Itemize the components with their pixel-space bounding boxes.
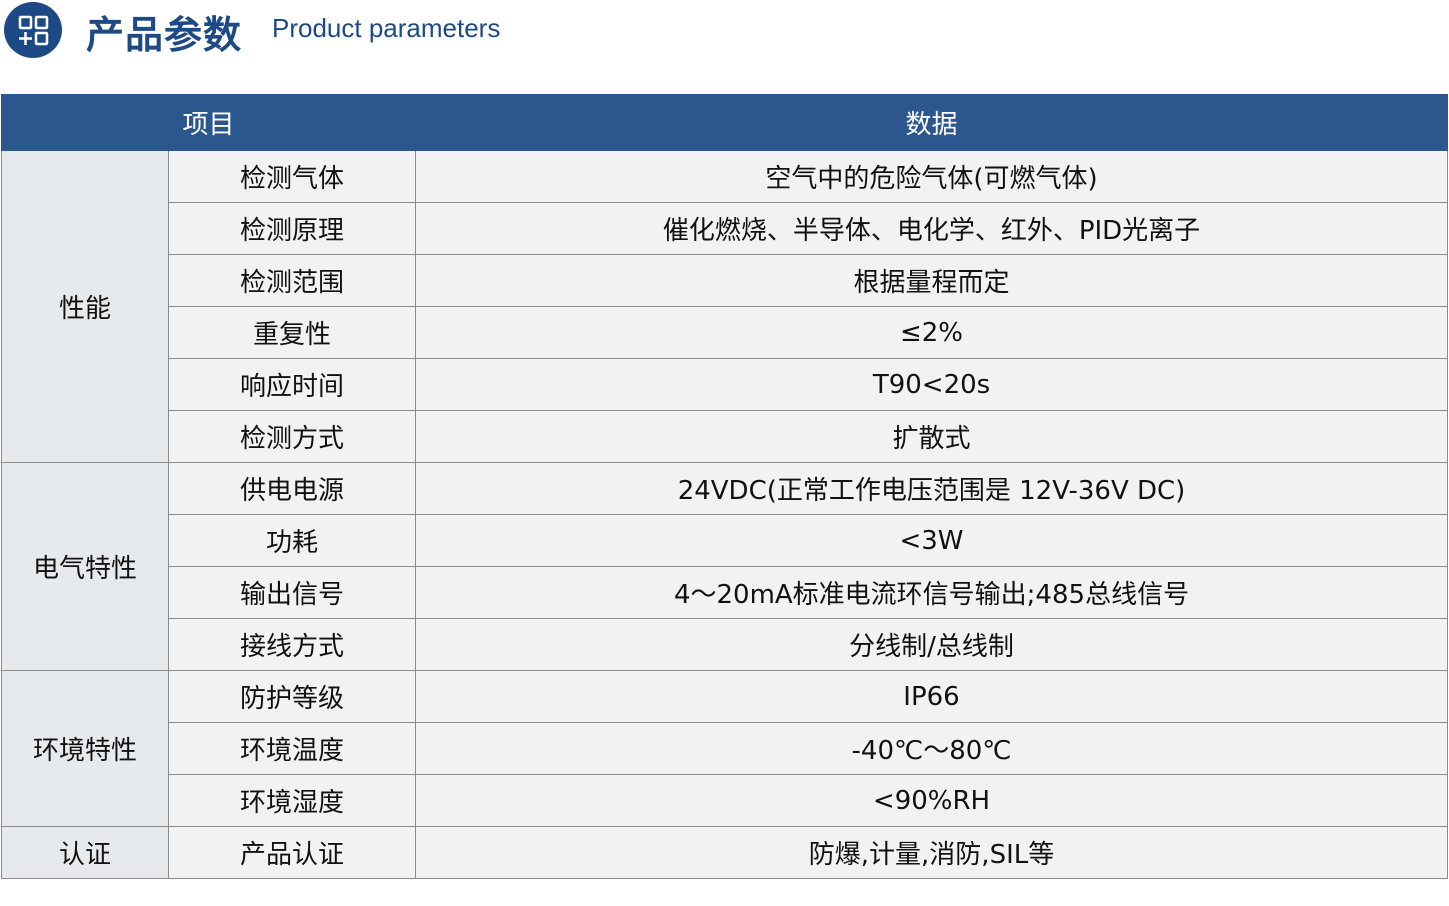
param-value: ≤2% xyxy=(415,306,1448,359)
param-value: 分线制/总线制 xyxy=(415,618,1448,671)
column-header-data: 数据 xyxy=(415,94,1448,151)
column-header-item: 项目 xyxy=(0,94,417,151)
param-name: 供电电源 xyxy=(167,462,417,515)
table-row: 环境特性 防护等级 IP66 xyxy=(1,670,1448,827)
param-value: 根据量程而定 xyxy=(415,254,1448,307)
table-row: 检测范围 根据量程而定 xyxy=(2,254,1448,307)
param-name: 接线方式 xyxy=(167,618,417,671)
param-value: -40℃～80℃ xyxy=(415,722,1448,775)
param-name: 功耗 xyxy=(167,514,417,567)
param-name: 产品认证 xyxy=(167,826,417,879)
param-name: 检测方式 xyxy=(167,410,417,463)
table-row: 环境温度 -40℃～80℃ xyxy=(2,722,1448,775)
table-row: 环境湿度 <90%RH xyxy=(2,774,1448,827)
param-value: 4～20mA标准电流环信号输出;485总线信号 xyxy=(415,566,1448,619)
param-value: <3W xyxy=(415,514,1448,567)
table-row: 输出信号 4～20mA标准电流环信号输出;485总线信号 xyxy=(2,566,1448,619)
param-value: 催化燃烧、半导体、电化学、红外、PID光离子 xyxy=(415,202,1448,255)
param-value: 扩散式 xyxy=(415,410,1448,463)
group-label: 电气特性 xyxy=(1,462,169,671)
param-value: 24VDC(正常工作电压范围是 12V-36V DC) xyxy=(415,462,1448,515)
page-subtitle: Product parameters xyxy=(272,13,501,43)
table-row: 性能 检测气体 空气中的危险气体(可燃气体) xyxy=(1,150,1448,463)
group-label: 环境特性 xyxy=(1,670,169,827)
table-row: 响应时间 T90<20s xyxy=(2,358,1448,411)
page-title: 产品参数 xyxy=(86,13,243,57)
parameters-table: 项目 数据 性能 检测气体 空气中的危险气体(可燃气体) 检测原理 催化燃烧、半导体、电… xyxy=(0,94,1448,879)
table-row: 检测原理 催化燃烧、半导体、电化学、红外、PID光离子 xyxy=(2,202,1448,255)
table-row: 功耗 <3W xyxy=(2,514,1448,567)
param-name: 环境温度 xyxy=(167,722,417,775)
table-row: 接线方式 分线制/总线制 xyxy=(2,618,1448,671)
param-name: 重复性 xyxy=(167,306,417,359)
param-value: <90%RH xyxy=(415,774,1448,827)
param-value: 防爆,计量,消防,SIL等 xyxy=(415,826,1448,879)
param-name: 检测原理 xyxy=(167,202,417,255)
param-name: 检测气体 xyxy=(167,150,417,203)
table-row: 重复性 ≤2% xyxy=(2,306,1448,359)
apps-add-icon xyxy=(4,2,62,58)
table-row: 认证 产品认证 防爆,计量,消防,SIL等 xyxy=(1,826,1448,879)
param-name: 防护等级 xyxy=(167,670,417,723)
param-value: IP66 xyxy=(415,670,1448,723)
param-name: 环境湿度 xyxy=(167,774,417,827)
param-value: 空气中的危险气体(可燃气体) xyxy=(415,150,1448,203)
group-label: 认证 xyxy=(1,826,169,879)
table-row: 电气特性 供电电源 24VDC(正常工作电压范围是 12V-36V DC) xyxy=(1,462,1448,671)
table-row: 检测方式 扩散式 xyxy=(2,410,1448,463)
param-name: 响应时间 xyxy=(167,358,417,411)
param-name: 检测范围 xyxy=(167,254,417,307)
param-name: 输出信号 xyxy=(167,566,417,619)
param-value: T90<20s xyxy=(415,358,1448,411)
group-label: 性能 xyxy=(1,150,169,463)
